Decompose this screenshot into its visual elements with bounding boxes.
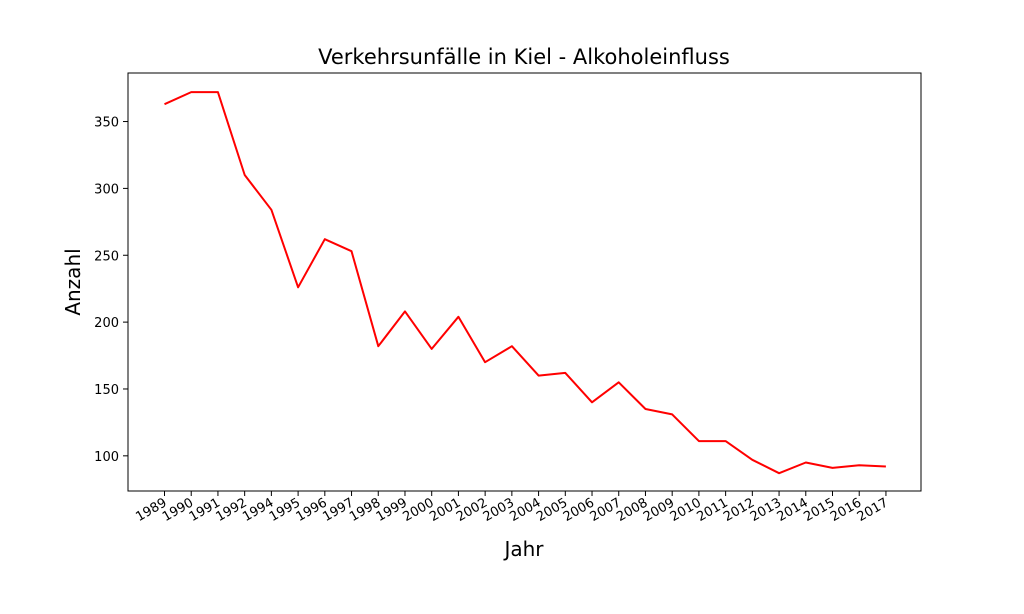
y-tick-label: 150 (94, 383, 119, 398)
chart-title: Verkehrsunfälle in Kiel - Alkoholeinflus… (318, 45, 730, 69)
y-tick-label: 200 (94, 316, 119, 331)
y-tick-label: 350 (94, 116, 119, 131)
y-tick-label: 300 (94, 182, 119, 197)
y-axis-label: Anzahl (61, 248, 85, 315)
y-tick-label: 250 (94, 249, 119, 264)
series-line (164, 91, 886, 475)
y-tick-label: 100 (94, 450, 119, 465)
x-axis-label: Jahr (502, 537, 544, 561)
plot-frame (127, 72, 922, 492)
